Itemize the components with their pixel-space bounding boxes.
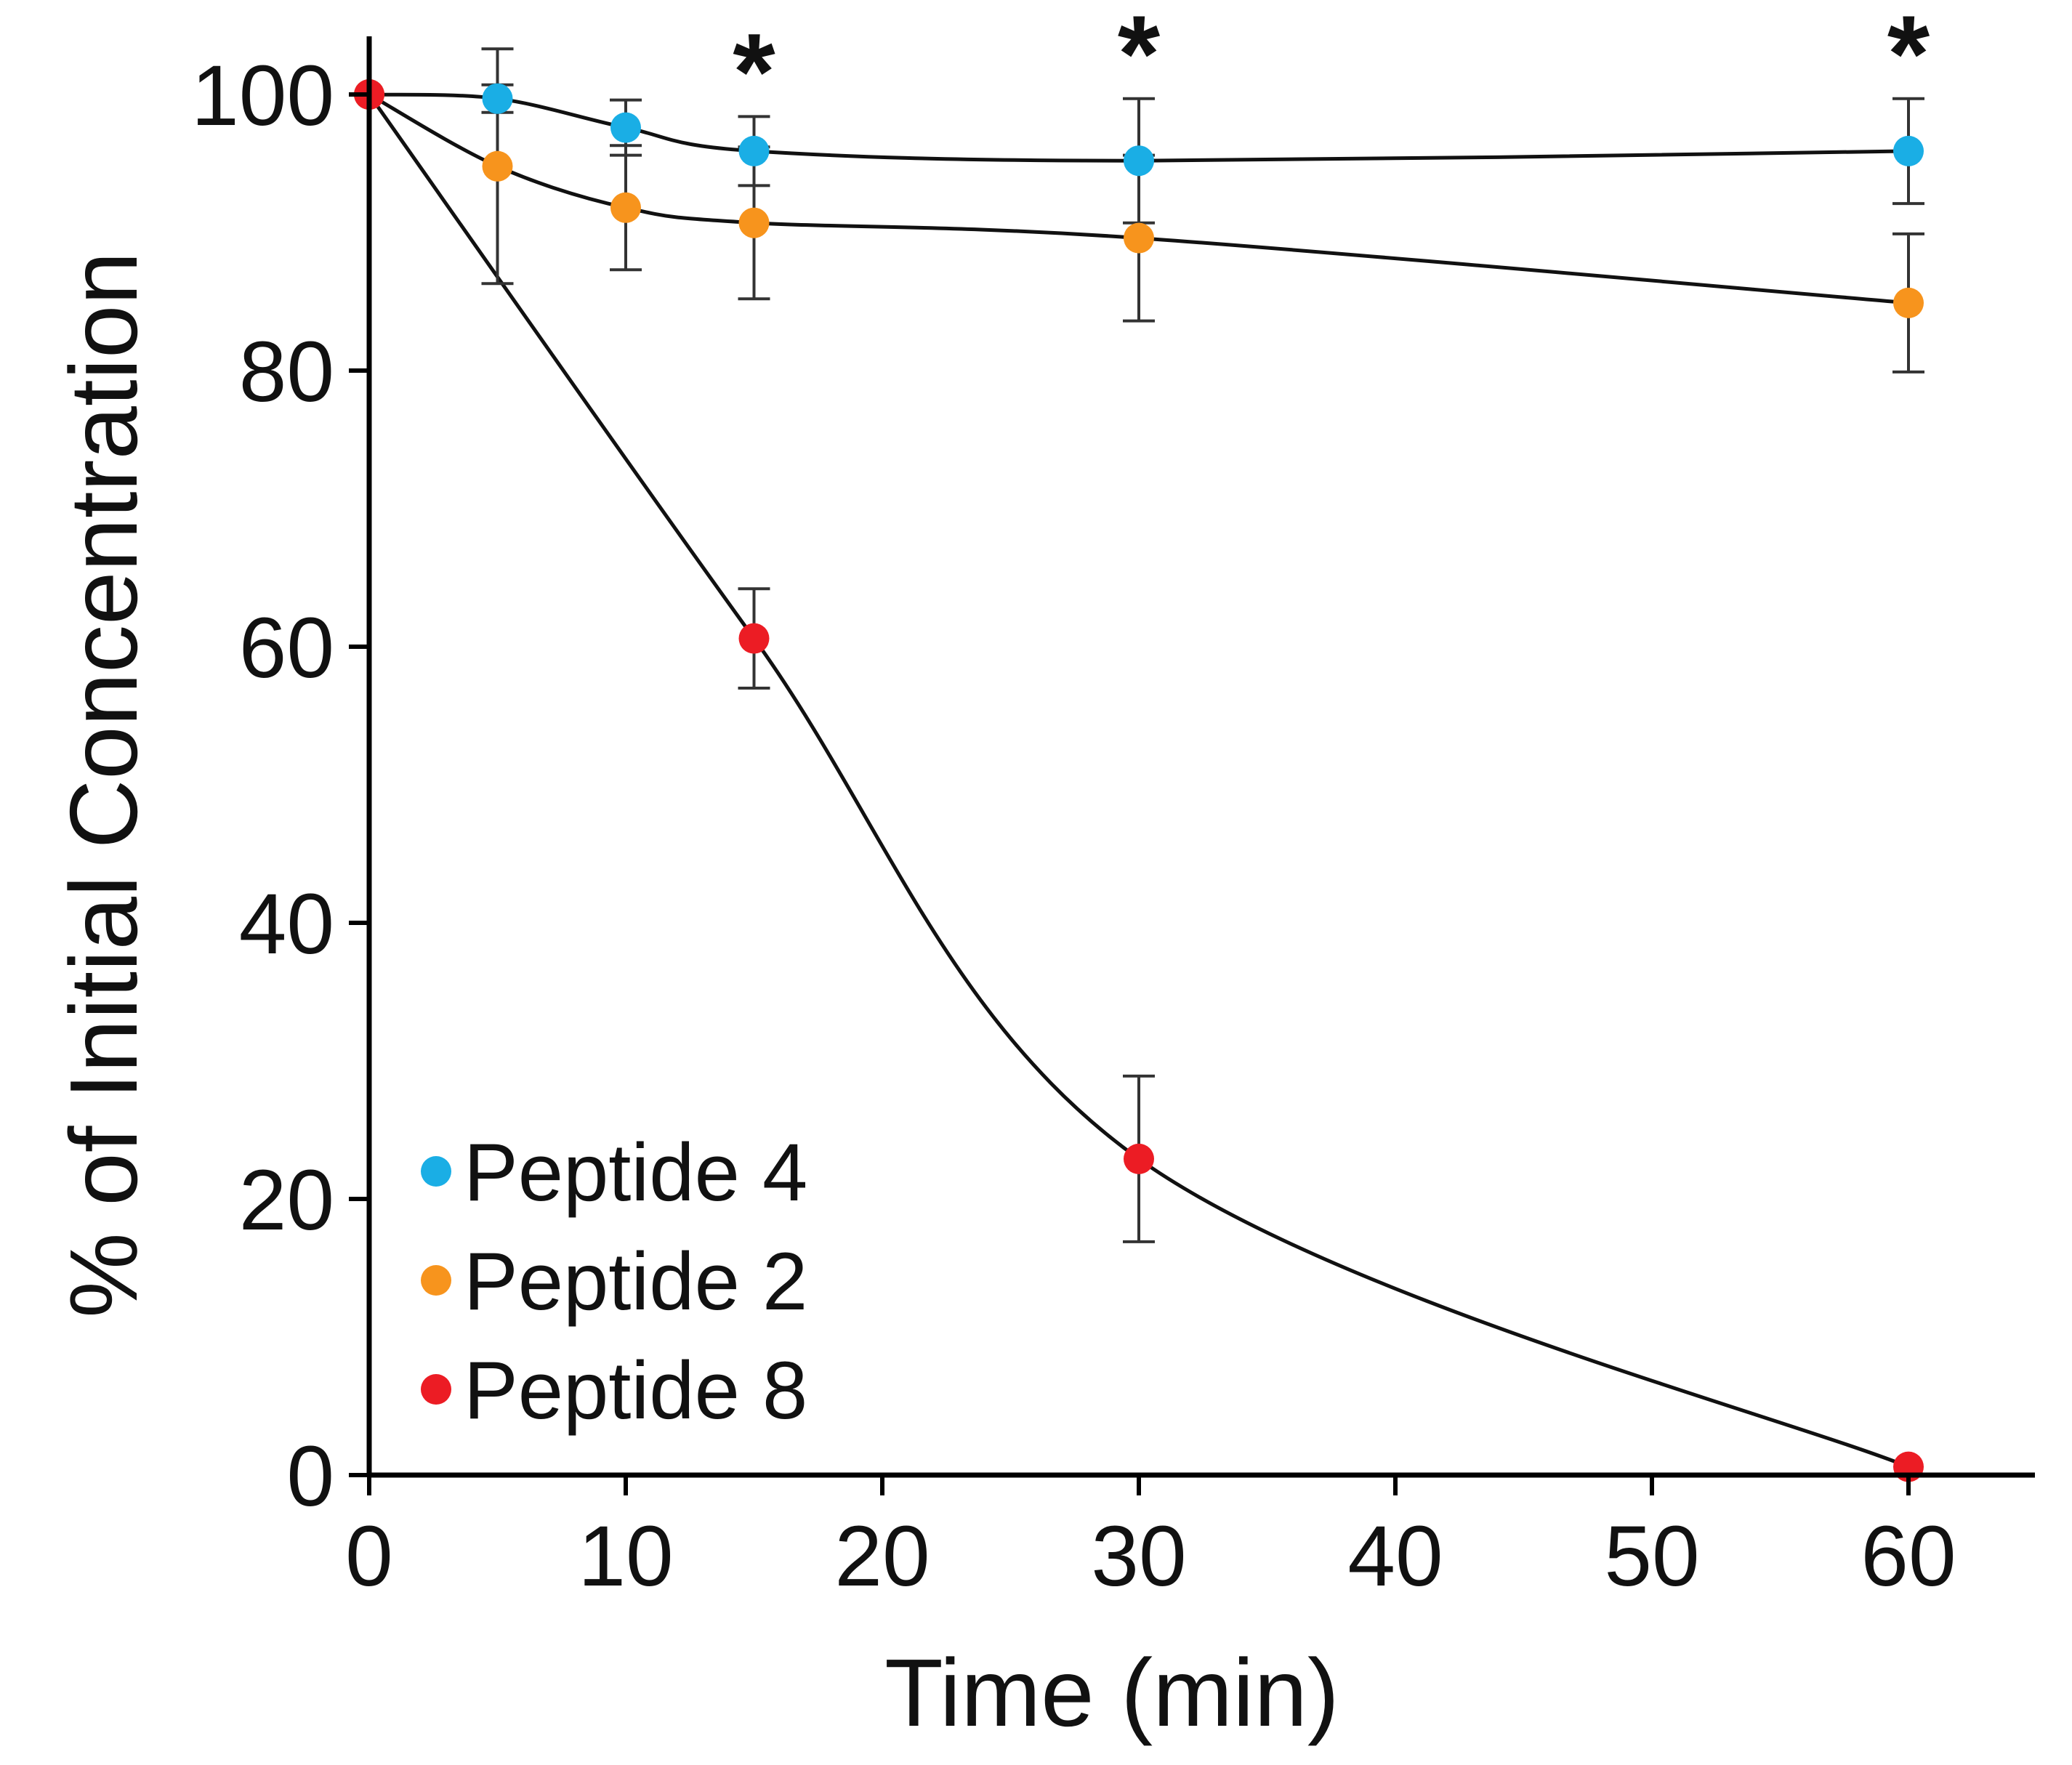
data-point-peptide-2	[610, 192, 641, 223]
significance-annotations: * * *	[733, 0, 1930, 132]
y-axis-title: % of Initial Concentration	[50, 251, 157, 1317]
data-point-peptide-4	[482, 83, 513, 114]
x-tick-label: 30	[1091, 1508, 1186, 1604]
y-tick-label: 60	[239, 600, 334, 696]
legend-label-peptide-4: Peptide 4	[464, 1127, 807, 1218]
y-tick-label: 100	[191, 48, 334, 144]
axes: 0 10 20 30 40 50 60 0 20 40 60 80 100	[191, 36, 2035, 1604]
data-point-peptide-2	[738, 207, 770, 238]
x-tick-label: 40	[1347, 1508, 1443, 1604]
markers-layer	[354, 79, 1924, 1482]
x-tick-label: 10	[578, 1508, 673, 1604]
x-tick-label: 60	[1861, 1508, 1956, 1604]
x-axis-title: Time (min)	[884, 1639, 1339, 1746]
significance-star: *	[1118, 0, 1161, 115]
legend-marker-peptide-4	[421, 1156, 451, 1187]
y-tick-label: 0	[286, 1429, 334, 1524]
y-tick-label: 80	[239, 324, 334, 420]
y-tick-label: 40	[239, 876, 334, 972]
data-point-peptide-4	[1893, 135, 1924, 166]
data-point-peptide-8	[1124, 1143, 1154, 1174]
significance-star: *	[733, 10, 775, 132]
data-point-peptide-4	[1124, 145, 1154, 177]
curve-peptide-8	[367, 93, 1909, 1469]
data-point-peptide-4	[610, 112, 641, 143]
data-point-peptide-2	[1893, 287, 1924, 318]
error-bars-layer	[481, 47, 1924, 1243]
legend-marker-peptide-8	[421, 1374, 451, 1405]
legend-label-peptide-2: Peptide 2	[464, 1236, 807, 1327]
legend-label-peptide-8: Peptide 8	[464, 1345, 807, 1436]
significance-star: *	[1887, 0, 1930, 115]
data-point-peptide-2	[482, 150, 513, 182]
data-point-peptide-4	[738, 135, 770, 166]
x-tick-label: 0	[345, 1508, 393, 1604]
legend: Peptide 4 Peptide 2 Peptide 8	[421, 1127, 807, 1436]
x-tick-label: 20	[834, 1508, 930, 1604]
y-tick-label: 20	[239, 1152, 334, 1248]
legend-marker-peptide-2	[421, 1265, 451, 1296]
data-point-peptide-2	[1124, 222, 1154, 254]
x-tick-label: 50	[1604, 1508, 1699, 1604]
data-point-peptide-8	[738, 623, 770, 654]
